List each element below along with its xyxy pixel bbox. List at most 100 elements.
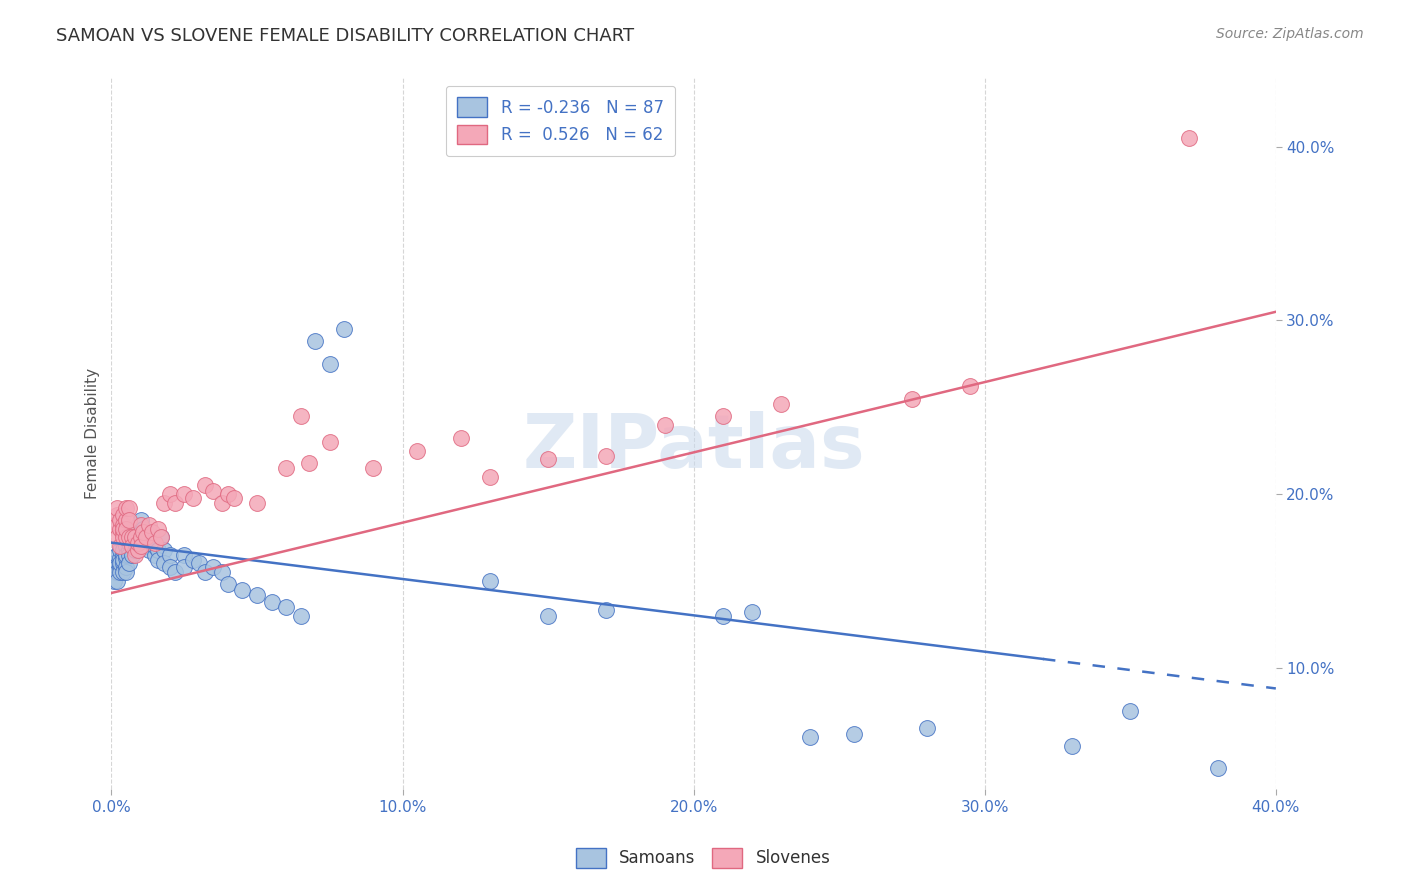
Point: [112, 522, 135, 536]
Point: [211, 496, 233, 510]
Point: [146, 542, 169, 557]
Point: [141, 525, 163, 540]
Point: [711, 409, 734, 423]
Point: [132, 531, 155, 545]
Point: [217, 577, 239, 591]
Point: [129, 531, 152, 545]
Point: [108, 551, 131, 566]
Point: [112, 553, 135, 567]
Point: [132, 522, 155, 536]
Point: [121, 531, 143, 545]
Point: [159, 560, 181, 574]
Point: [231, 582, 253, 597]
Point: [298, 456, 321, 470]
Point: [193, 478, 215, 492]
Point: [115, 548, 138, 562]
Point: [959, 379, 981, 393]
Point: [112, 548, 135, 562]
Point: [153, 542, 176, 557]
Point: [118, 513, 141, 527]
Point: [115, 522, 138, 536]
Point: [138, 531, 160, 545]
Point: [595, 603, 617, 617]
Point: [105, 508, 128, 522]
Point: [159, 548, 181, 562]
Point: [537, 452, 560, 467]
Point: [143, 548, 166, 562]
Text: SAMOAN VS SLOVENE FEMALE DISABILITY CORRELATION CHART: SAMOAN VS SLOVENE FEMALE DISABILITY CORR…: [56, 27, 634, 45]
Point: [105, 531, 128, 545]
Point: [108, 557, 131, 571]
Point: [112, 508, 135, 522]
Point: [115, 531, 138, 545]
Point: [115, 513, 138, 527]
Point: [105, 565, 128, 579]
Point: [118, 542, 141, 557]
Point: [129, 513, 152, 527]
Point: [319, 434, 342, 449]
Point: [127, 542, 149, 557]
Point: [319, 357, 342, 371]
Point: [202, 483, 225, 498]
Point: [333, 322, 356, 336]
Point: [115, 539, 138, 553]
Point: [202, 560, 225, 574]
Point: [118, 548, 141, 562]
Point: [124, 531, 146, 545]
Point: [146, 553, 169, 567]
Point: [124, 535, 146, 549]
Point: [105, 574, 128, 588]
Point: [181, 553, 204, 567]
Point: [654, 417, 676, 432]
Text: ZIPatlas: ZIPatlas: [522, 411, 865, 484]
Point: [478, 574, 501, 588]
Point: [118, 531, 141, 545]
Point: [1177, 131, 1199, 145]
Legend: Samoans, Slovenes: Samoans, Slovenes: [564, 837, 842, 880]
Y-axis label: Female Disability: Female Disability: [86, 368, 100, 499]
Point: [112, 531, 135, 545]
Point: [165, 496, 187, 510]
Point: [153, 496, 176, 510]
Point: [115, 500, 138, 515]
Point: [143, 535, 166, 549]
Point: [108, 560, 131, 574]
Point: [290, 409, 312, 423]
Point: [153, 557, 176, 571]
Point: [217, 487, 239, 501]
Point: [121, 548, 143, 562]
Point: [105, 560, 128, 574]
Point: [901, 392, 924, 406]
Point: [173, 487, 195, 501]
Legend: R = -0.236   N = 87, R =  0.526   N = 62: R = -0.236 N = 87, R = 0.526 N = 62: [446, 86, 675, 156]
Point: [135, 539, 157, 553]
Point: [1060, 739, 1083, 753]
Point: [173, 548, 195, 562]
Text: Source: ZipAtlas.com: Source: ZipAtlas.com: [1216, 27, 1364, 41]
Point: [129, 535, 152, 549]
Point: [108, 565, 131, 579]
Point: [211, 565, 233, 579]
Point: [129, 518, 152, 533]
Point: [290, 608, 312, 623]
Point: [112, 535, 135, 549]
Point: [108, 542, 131, 557]
Point: [108, 513, 131, 527]
Point: [121, 539, 143, 553]
Point: [193, 565, 215, 579]
Point: [124, 548, 146, 562]
Point: [450, 432, 472, 446]
Point: [118, 535, 141, 549]
Point: [149, 531, 172, 545]
Point: [915, 722, 938, 736]
Point: [260, 595, 283, 609]
Point: [121, 531, 143, 545]
Point: [842, 726, 865, 740]
Point: [124, 522, 146, 536]
Point: [149, 531, 172, 545]
Point: [769, 397, 792, 411]
Point: [132, 525, 155, 540]
Point: [141, 535, 163, 549]
Point: [135, 525, 157, 540]
Point: [124, 531, 146, 545]
